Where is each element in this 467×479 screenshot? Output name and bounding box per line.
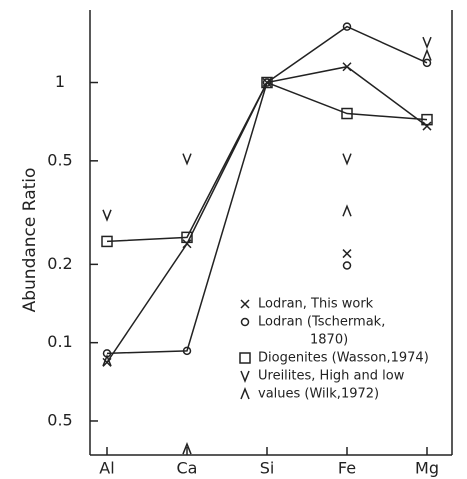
legend-text: values (Wilk,1972) <box>258 387 379 402</box>
marker-x <box>102 357 112 367</box>
marker-x <box>342 249 352 259</box>
marker-square <box>101 235 113 248</box>
marker-square <box>341 107 353 120</box>
legend-text: Lodran (Tschermak, <box>258 315 385 330</box>
marker-v <box>102 209 112 222</box>
x-tick-label: Ca <box>177 459 198 478</box>
y-axis-label: Abundance Ratio <box>20 168 40 313</box>
y-tick-label: 0.5 <box>47 150 72 169</box>
legend-text: Diogenites (Wasson,1974) <box>258 351 429 366</box>
x-tick-label: Mg <box>415 459 439 478</box>
legend-text: Ureilites, High and low <box>258 369 405 384</box>
legend-marker <box>239 352 251 364</box>
y-tick-label: 0.2 <box>47 254 72 273</box>
marker-caret <box>182 442 192 455</box>
marker-v <box>182 153 192 166</box>
marker-circle <box>182 346 192 356</box>
marker-circle <box>262 78 272 87</box>
legend-marker <box>240 386 250 400</box>
marker-x <box>342 62 352 72</box>
marker-v <box>342 153 352 166</box>
legend-text: Lodran, This work <box>258 297 374 312</box>
y-tick-label: 0.5 <box>47 410 72 429</box>
marker-square <box>181 231 193 244</box>
legend-marker <box>240 299 250 309</box>
marker-square <box>261 76 273 89</box>
marker-circle <box>422 58 432 68</box>
marker-v <box>422 36 432 50</box>
legend-marker <box>240 317 250 327</box>
y-tick-label: 1 <box>55 72 65 91</box>
legend-text: 1870) <box>310 333 348 348</box>
marker-x <box>182 239 192 249</box>
marker-caret <box>342 204 352 217</box>
x-tick-label: Al <box>99 459 114 478</box>
legend-marker <box>240 370 250 384</box>
marker-circle <box>342 22 352 31</box>
series-line <box>106 81 428 243</box>
y-tick-label: 0.1 <box>47 332 72 351</box>
marker-caret <box>422 48 432 61</box>
x-tick-label: Si <box>260 459 275 478</box>
marker-x <box>422 121 432 131</box>
x-tick-label: Fe <box>338 459 356 478</box>
marker-square <box>421 113 433 126</box>
marker-circle <box>342 261 352 270</box>
marker-caret <box>102 354 112 367</box>
